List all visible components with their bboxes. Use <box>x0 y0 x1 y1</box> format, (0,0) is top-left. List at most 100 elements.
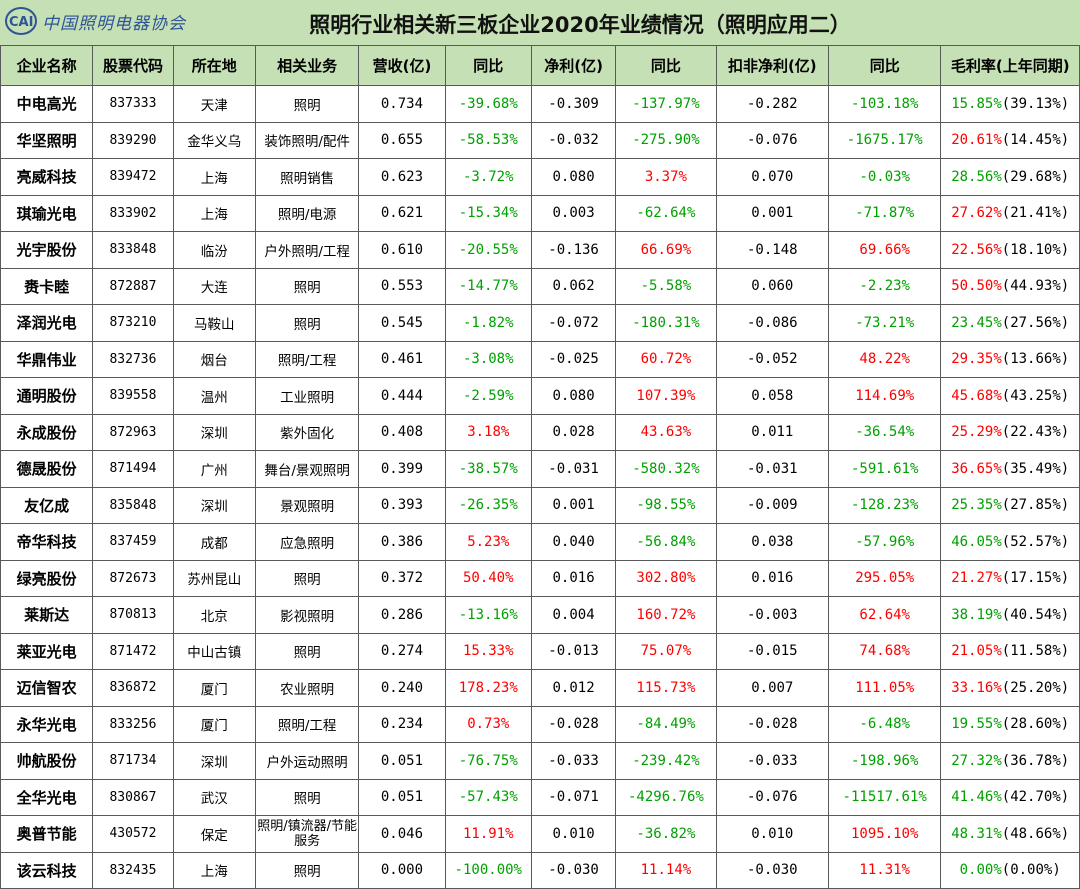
revenue-cell: 0.051 <box>358 742 446 780</box>
gross-margin-prev: (27.85%) <box>1001 497 1070 514</box>
business-cell: 景观照明 <box>254 486 360 524</box>
location-cell: 天津 <box>172 85 256 123</box>
company-name-cell: 迈信智农 <box>0 669 94 707</box>
gross-margin-value: 19.55% <box>951 716 1002 733</box>
gross-margin-value: 25.29% <box>951 424 1002 441</box>
location-cell: 厦门 <box>172 669 256 707</box>
net-profit-yoy-cell: -36.82% <box>615 815 717 853</box>
revenue-yoy-cell: -39.68% <box>444 85 532 123</box>
revenue-yoy-cell: 178.23% <box>444 669 532 707</box>
revenue-cell: 0.393 <box>358 486 446 524</box>
revenue-yoy-cell: 11.91% <box>444 815 532 853</box>
revenue-cell: 0.051 <box>358 778 446 816</box>
table-row: 帅航股份 871734 深圳 户外运动照明 0.051 -76.75% -0.033 -239… <box>0 742 1080 780</box>
stock-code-cell: 839290 <box>92 121 174 159</box>
gross-margin-value: 33.16% <box>951 679 1002 696</box>
gross-margin-cell: 25.35%(27.85%) <box>940 486 1080 524</box>
net-profit-yoy-cell: 60.72% <box>615 340 717 378</box>
company-name-cell: 友亿成 <box>0 486 94 524</box>
header-cell: 扣非净利(亿) <box>715 45 830 86</box>
gross-margin-cell: 25.29%(22.43%) <box>940 413 1080 451</box>
gross-margin-value: 38.19% <box>951 606 1002 623</box>
location-cell: 上海 <box>172 194 256 232</box>
table-row: 琪瑜光电 833902 上海 照明/电源 0.621 -15.34% 0.003 -62.64… <box>0 194 1080 232</box>
net-profit-cell: -0.013 <box>530 632 617 670</box>
header-cell: 同比 <box>827 45 942 86</box>
gross-margin-cell: 21.05%(11.58%) <box>940 632 1080 670</box>
gross-margin-prev: (36.78%) <box>1001 752 1070 769</box>
net-profit-cell: 0.012 <box>530 669 617 707</box>
adjusted-profit-yoy-cell: 11.31% <box>827 851 942 889</box>
business-cell: 照明/工程 <box>254 340 360 378</box>
adjusted-profit-yoy-cell: 1095.10% <box>827 815 942 853</box>
gross-margin-value: 29.35% <box>951 351 1002 368</box>
location-cell: 保定 <box>172 815 256 853</box>
adjusted-profit-cell: -0.003 <box>715 596 830 634</box>
company-name-cell: 华鼎伟业 <box>0 340 94 378</box>
gross-margin-value: 21.05% <box>951 643 1002 660</box>
revenue-yoy-cell: -3.08% <box>444 340 532 378</box>
company-name-cell: 莱斯达 <box>0 596 94 634</box>
adjusted-profit-cell: -0.031 <box>715 450 830 488</box>
table-row: 迈信智农 836872 厦门 农业照明 0.240 178.23% 0.012 115.73%… <box>0 669 1080 707</box>
revenue-yoy-cell: -14.77% <box>444 267 532 305</box>
gross-margin-cell: 20.61%(14.45%) <box>940 121 1080 159</box>
company-name-cell: 中电高光 <box>0 85 94 123</box>
gross-margin-cell: 45.68%(43.25%) <box>940 377 1080 415</box>
location-cell: 厦门 <box>172 705 256 743</box>
gross-margin-value: 20.61% <box>951 132 1002 149</box>
revenue-cell: 0.408 <box>358 413 446 451</box>
net-profit-yoy-cell: -580.32% <box>615 450 717 488</box>
adjusted-profit-cell: 0.058 <box>715 377 830 415</box>
stock-code-cell: 837333 <box>92 85 174 123</box>
net-profit-cell: 0.040 <box>530 523 617 561</box>
gross-margin-cell: 36.65%(35.49%) <box>940 450 1080 488</box>
gross-margin-cell: 48.31%(48.66%) <box>940 815 1080 853</box>
gross-margin-cell: 19.55%(28.60%) <box>940 705 1080 743</box>
revenue-cell: 0.046 <box>358 815 446 853</box>
net-profit-yoy-cell: 115.73% <box>615 669 717 707</box>
revenue-yoy-cell: 3.18% <box>444 413 532 451</box>
location-cell: 大连 <box>172 267 256 305</box>
header-cell: 同比 <box>444 45 532 86</box>
adjusted-profit-cell: -0.030 <box>715 851 830 889</box>
gross-margin-prev: (22.43%) <box>1001 424 1070 441</box>
company-name-cell: 永华光电 <box>0 705 94 743</box>
adjusted-profit-yoy-cell: 74.68% <box>827 632 942 670</box>
gross-margin-prev: (27.56%) <box>1001 314 1070 331</box>
table-row: 中电高光 837333 天津 照明 0.734 -39.68% -0.309 -137.97%… <box>0 85 1080 123</box>
table-row: 亮威科技 839472 上海 照明销售 0.623 -3.72% 0.080 3.37% 0.0… <box>0 158 1080 196</box>
stock-code-cell: 833902 <box>92 194 174 232</box>
location-cell: 温州 <box>172 377 256 415</box>
net-profit-cell: -0.136 <box>530 231 617 269</box>
business-cell: 照明 <box>254 267 360 305</box>
stock-code-cell: 839472 <box>92 158 174 196</box>
revenue-yoy-cell: -1.82% <box>444 304 532 342</box>
gross-margin-cell: 0.00%(0.00%) <box>940 851 1080 889</box>
business-cell: 应急照明 <box>254 523 360 561</box>
company-name-cell: 帝华科技 <box>0 523 94 561</box>
gross-margin-value: 27.62% <box>951 205 1002 222</box>
net-profit-cell: 0.028 <box>530 413 617 451</box>
adjusted-profit-yoy-cell: -1675.17% <box>827 121 942 159</box>
revenue-yoy-cell: -15.34% <box>444 194 532 232</box>
location-cell: 苏州昆山 <box>172 559 256 597</box>
header-cell: 毛利率(上年同期) <box>940 45 1080 86</box>
net-profit-yoy-cell: -56.84% <box>615 523 717 561</box>
net-profit-cell: -0.031 <box>530 450 617 488</box>
location-cell: 马鞍山 <box>172 304 256 342</box>
revenue-yoy-cell: -2.59% <box>444 377 532 415</box>
company-name-cell: 永成股份 <box>0 413 94 451</box>
revenue-yoy-cell: 0.73% <box>444 705 532 743</box>
location-cell: 临汾 <box>172 231 256 269</box>
page-title: 照明行业相关新三板企业2020年业绩情况（照明应用二） <box>309 13 851 37</box>
stock-code-cell: 872887 <box>92 267 174 305</box>
net-profit-cell: 0.010 <box>530 815 617 853</box>
gross-margin-prev: (44.93%) <box>1001 278 1070 295</box>
net-profit-yoy-cell: -275.90% <box>615 121 717 159</box>
revenue-cell: 0.623 <box>358 158 446 196</box>
table-row: 全华光电 830867 武汉 照明 0.051 -57.43% -0.071 -4296.76… <box>0 778 1080 816</box>
gross-margin-cell: 33.16%(25.20%) <box>940 669 1080 707</box>
table-row: 绿亮股份 872673 苏州昆山 照明 0.372 50.40% 0.016 302.80% 0… <box>0 559 1080 597</box>
table-row: 德晟股份 871494 广州 舞台/景观照明 0.399 -38.57% -0.031 -58… <box>0 450 1080 488</box>
